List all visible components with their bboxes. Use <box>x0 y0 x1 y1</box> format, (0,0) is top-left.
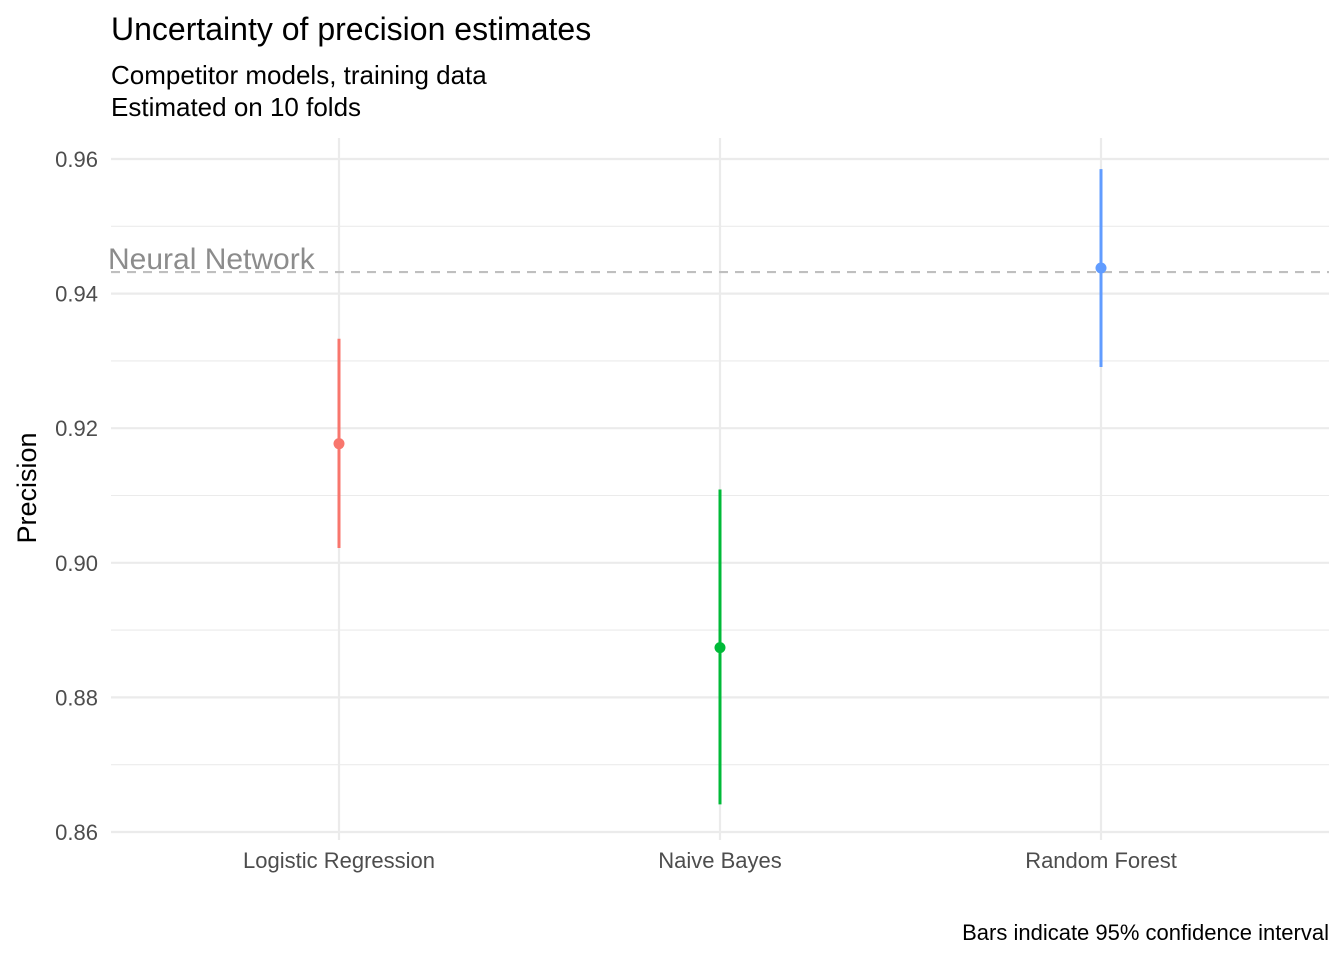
x-tick-label: Naive Bayes <box>658 848 782 873</box>
reference-line-label: Neural Network <box>108 243 316 276</box>
x-tick-label: Logistic Regression <box>243 848 435 873</box>
chart-caption: Bars indicate 95% confidence interval <box>962 920 1329 945</box>
y-tick-label: 0.88 <box>55 685 98 710</box>
estimate-point <box>714 642 726 654</box>
estimate-point <box>1095 262 1107 274</box>
estimate-point <box>333 438 345 450</box>
y-tick-label: 0.94 <box>55 282 98 307</box>
x-tick-label: Random Forest <box>1025 848 1177 873</box>
y-tick-label: 0.86 <box>55 820 98 845</box>
y-tick-label: 0.90 <box>55 551 98 576</box>
reference-line-group: Neural Network <box>108 243 1329 276</box>
y-tick-label: 0.92 <box>55 416 98 441</box>
y-axis-title: Precision <box>12 432 42 543</box>
tick-labels-group: 0.86 0.88 0.90 0.92 0.94 0.96 Logistic Regress… <box>55 147 1177 873</box>
chart-subtitle-line-1: Competitor models, training data <box>111 60 487 90</box>
chart-subtitle-line-2: Estimated on 10 folds <box>111 92 361 122</box>
y-tick-label: 0.96 <box>55 147 98 172</box>
chart-title: Uncertainty of precision estimates <box>111 11 591 47</box>
error-bars-group <box>333 169 1107 805</box>
